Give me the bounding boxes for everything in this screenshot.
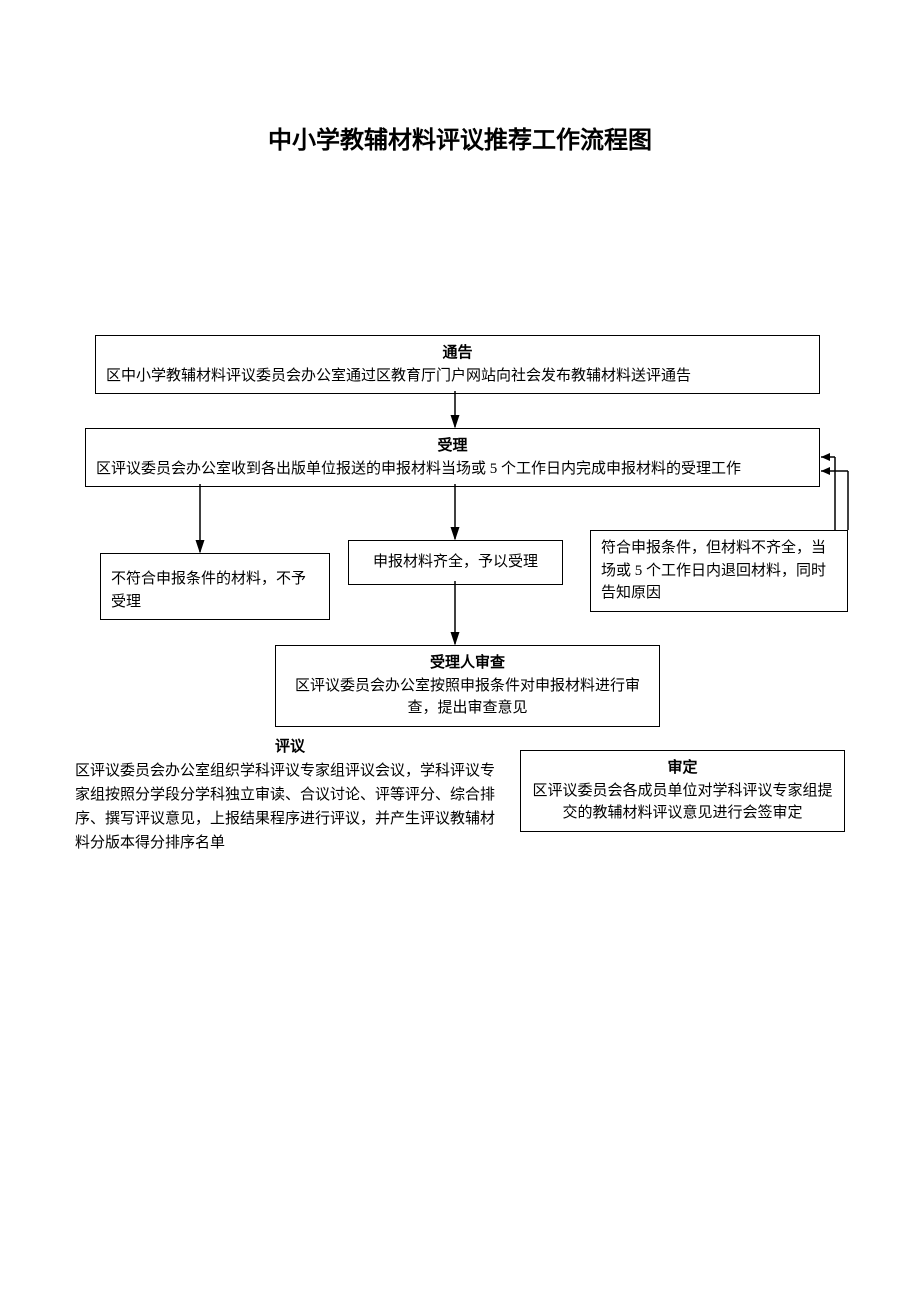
arrow-notice-to-accept (0, 175, 920, 875)
page-title: 中小学教辅材料评议推荐工作流程图 (0, 120, 920, 155)
flowchart-container: 通告 区中小学教辅材料评议委员会办公室通过区教育厅门户网站向社会发布教辅材料送评… (0, 175, 920, 875)
